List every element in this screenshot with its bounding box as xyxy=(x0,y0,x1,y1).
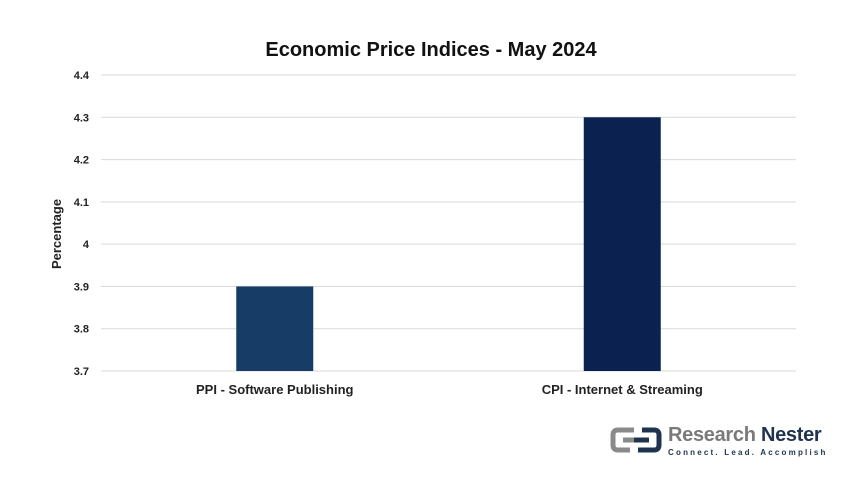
brand-tagline: Connect. Lead. Accomplish xyxy=(668,448,828,457)
brand-name: Research Nester xyxy=(668,424,822,447)
x-category-label: CPI - Internet & Streaming xyxy=(542,382,703,397)
y-tick-label: 4.4 xyxy=(74,70,90,82)
y-tick-label: 4.2 xyxy=(74,155,89,167)
y-tick-label: 4 xyxy=(83,239,90,251)
bar-2 xyxy=(583,117,661,372)
grid-lines xyxy=(101,74,796,372)
y-tick-label: 4.1 xyxy=(74,197,89,209)
y-axis-label: Percentage xyxy=(49,199,64,269)
x-category-label: PPI - Software Publishing xyxy=(196,382,354,397)
research-nester-logo: Research Nester Connect. Lead. Accomplis… xyxy=(610,424,825,460)
x-axis-category-labels: PPI - Software Publishing CPI - Internet … xyxy=(196,382,703,397)
y-tick-label: 3.9 xyxy=(74,281,89,293)
y-tick-label: 4.3 xyxy=(74,112,89,124)
bar-1 xyxy=(236,286,314,371)
brand-name-part2: Nester xyxy=(760,424,822,446)
bars xyxy=(236,117,661,372)
research-nester-logo-mark xyxy=(610,427,662,453)
chart-title: Economic Price Indices - May 2024 xyxy=(265,39,597,61)
y-axis-tick-labels: 3.7 3.8 3.9 4 4.1 4.2 4.3 4.4 xyxy=(74,70,90,378)
y-tick-label: 3.8 xyxy=(74,324,89,336)
brand-name-part1: Research xyxy=(668,424,756,446)
y-tick-label: 3.7 xyxy=(74,366,89,378)
